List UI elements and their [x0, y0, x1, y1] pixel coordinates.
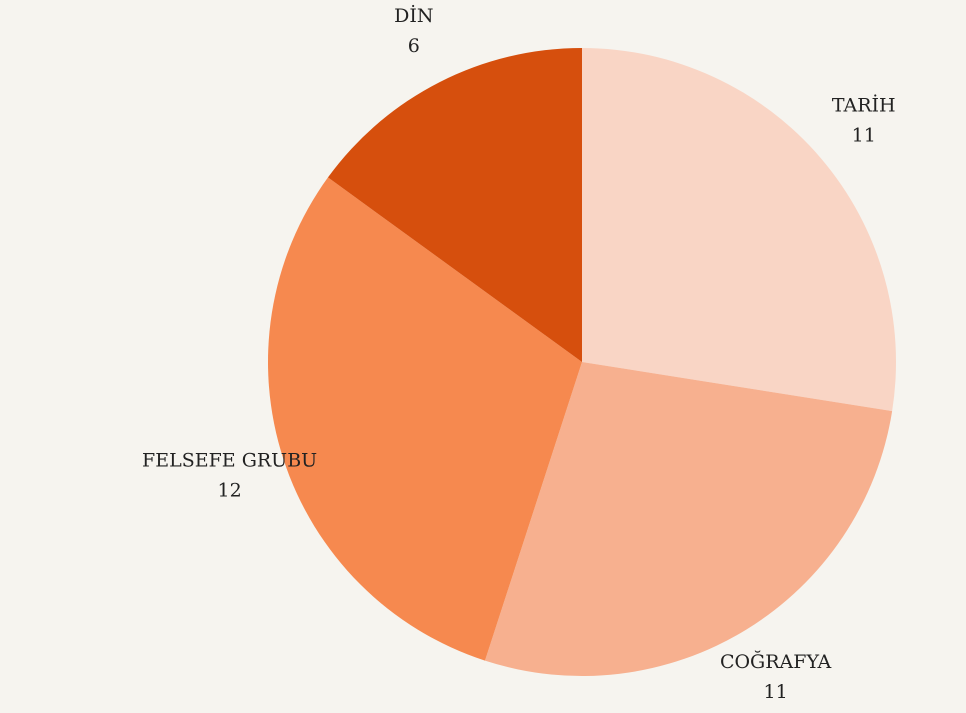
pie-slice: [582, 48, 896, 412]
slice-value: 11: [764, 681, 788, 703]
pie-slice: [267, 177, 582, 661]
slice-label: COĞRAFYA: [720, 650, 832, 673]
slice-value: 6: [408, 35, 420, 57]
slice-label: DİN: [394, 4, 433, 27]
slice-label: FELSEFE GRUBU: [142, 449, 317, 471]
slice-label: TARİH: [832, 93, 896, 116]
pie-slice: [484, 362, 893, 677]
slice-value: 11: [852, 124, 876, 146]
pie-slice: [327, 48, 582, 362]
slice-value: 12: [218, 479, 242, 501]
